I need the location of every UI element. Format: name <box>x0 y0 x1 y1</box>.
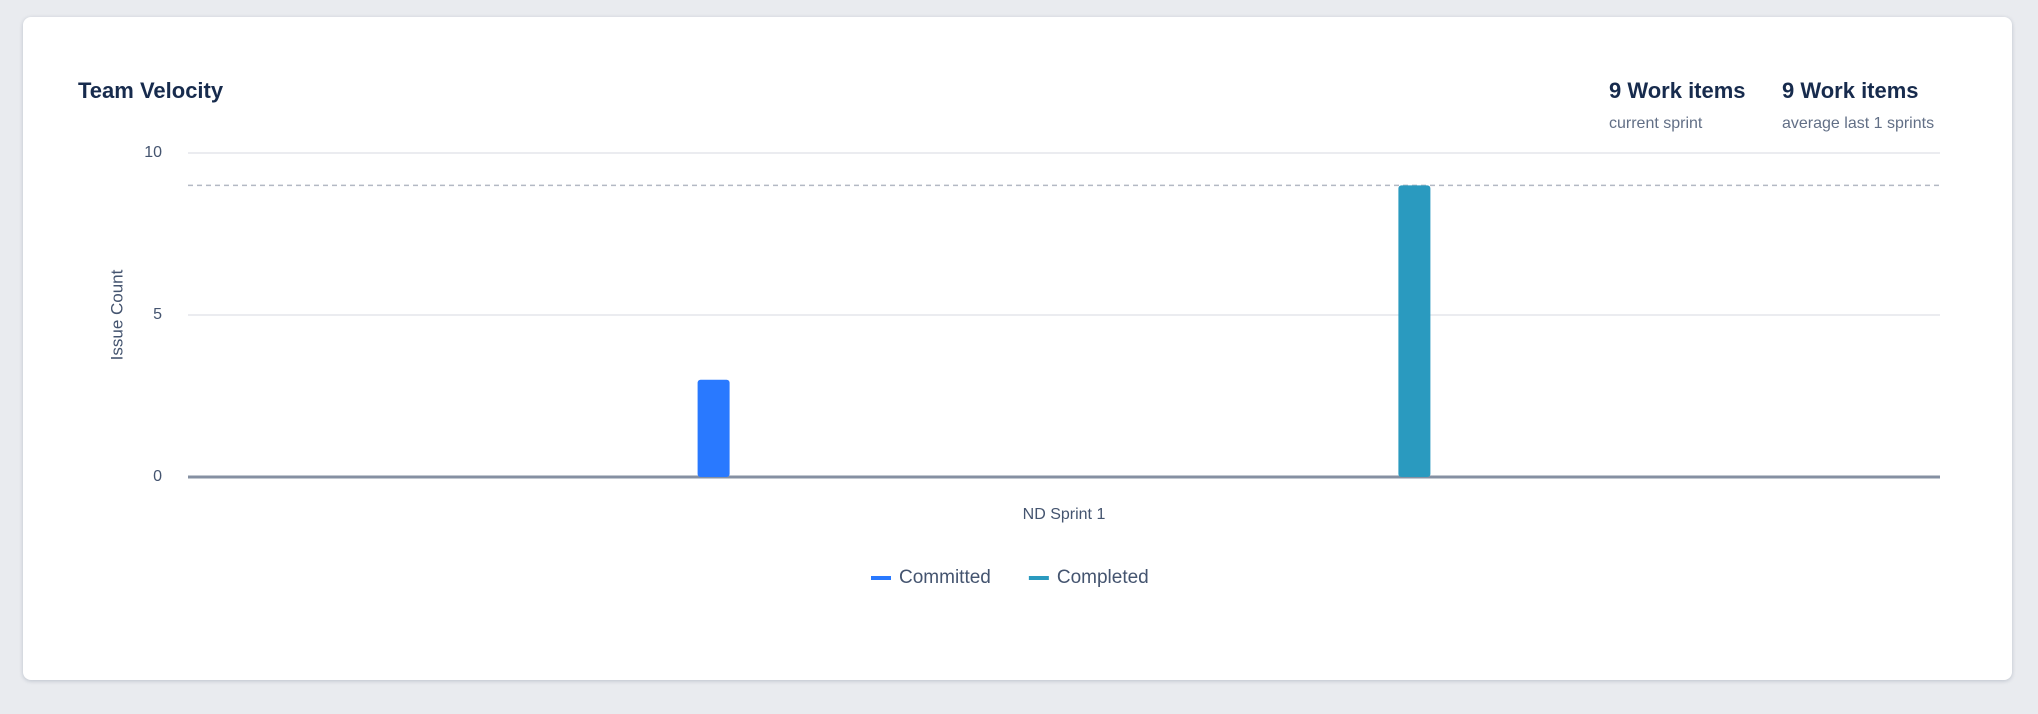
stat-value: 9 Work items <box>1609 78 1746 103</box>
legend-label: Committed <box>899 567 991 588</box>
y-axis-label: Issue Count <box>107 269 126 360</box>
y-tick-label: 0 <box>153 468 162 485</box>
stat-caption: average last 1 sprints <box>1782 115 1934 132</box>
chart-title: Team Velocity <box>78 78 224 103</box>
stat-value: 9 Work items <box>1782 78 1919 103</box>
velocity-card <box>23 17 2012 680</box>
bar <box>697 379 730 477</box>
x-tick-label: ND Sprint 1 <box>1023 506 1106 523</box>
bar <box>1398 185 1431 477</box>
y-tick-label: 5 <box>153 306 162 323</box>
stat-caption: current sprint <box>1609 115 1703 132</box>
legend-label: Completed <box>1057 567 1149 588</box>
y-tick-label: 10 <box>144 144 162 161</box>
